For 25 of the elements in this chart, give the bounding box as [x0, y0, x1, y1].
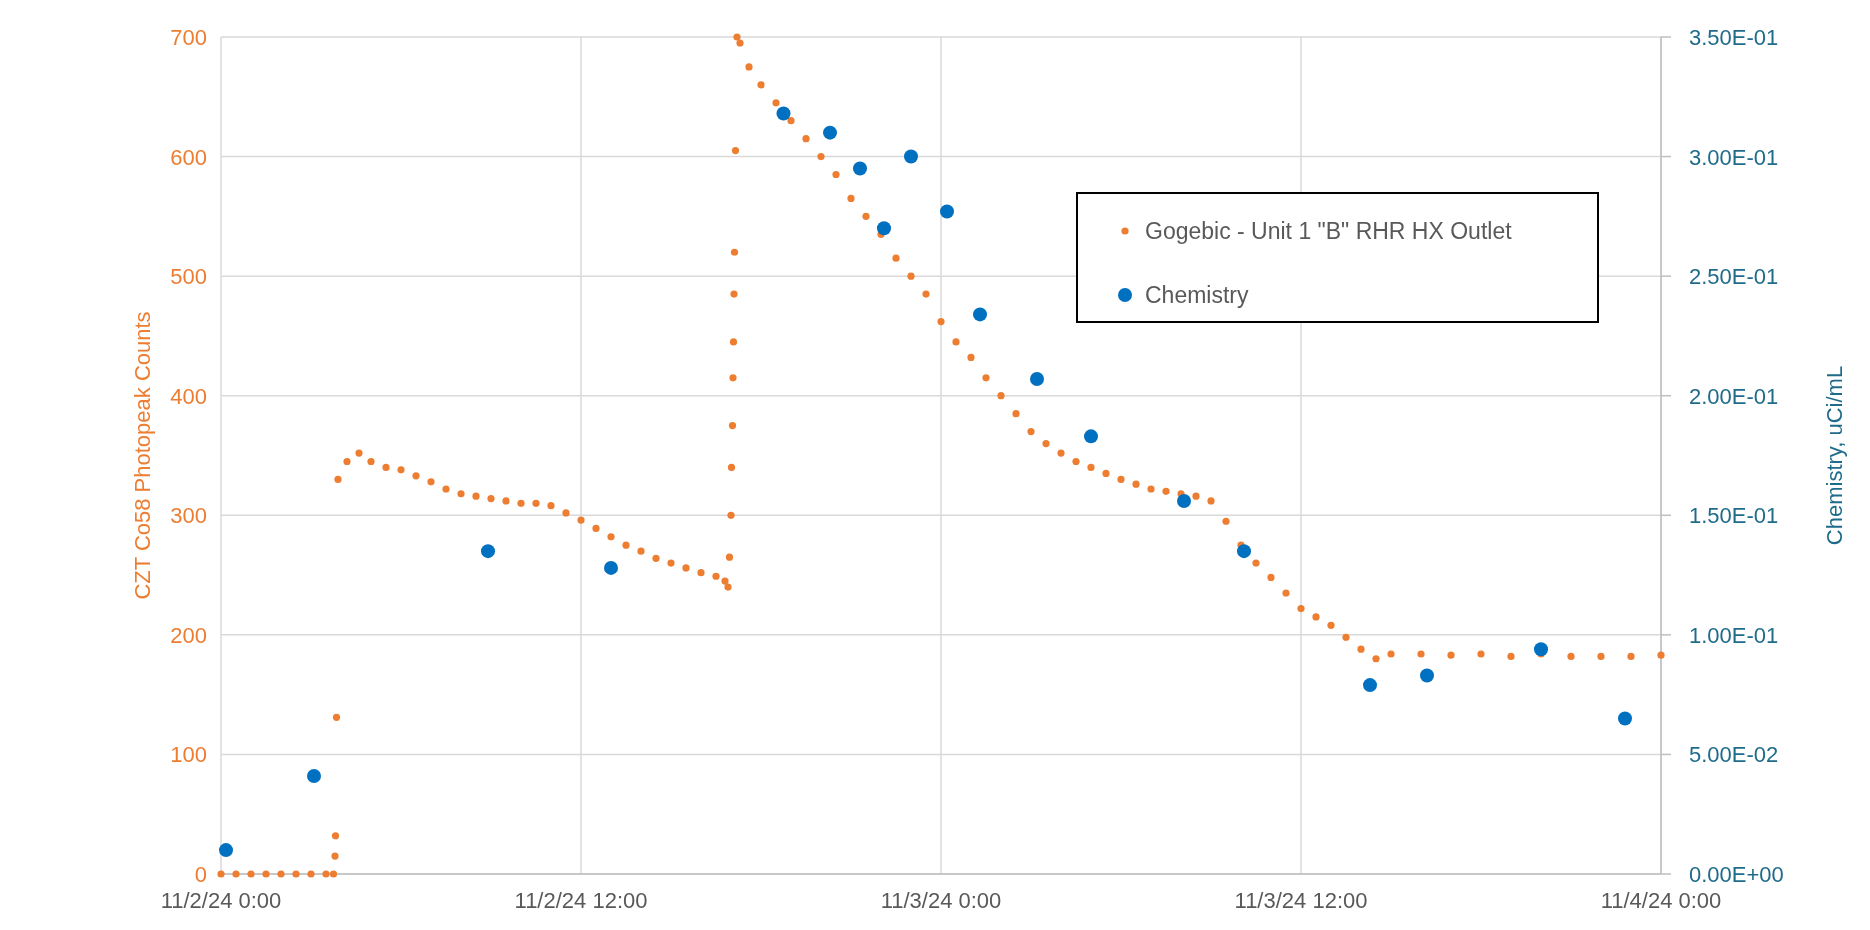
x-tick-label: 11/4/24 0:00 — [1600, 888, 1722, 913]
y2-axis-title: Chemistry, uCi/mL — [1822, 365, 1847, 546]
y-tick-label: 400 — [170, 383, 207, 409]
legend-label: Chemistry — [1145, 282, 1250, 308]
x-tick-label: 11/3/24 0:00 — [880, 888, 1002, 913]
y2-tick-label: 2.50E-01 — [1689, 264, 1779, 290]
y-tick-label: 200 — [170, 622, 207, 648]
y2-tick-label: 2.00E-01 — [1689, 383, 1779, 409]
y-tick-label: 100 — [170, 742, 207, 768]
x-tick-label: 11/2/24 0:00 — [160, 888, 282, 913]
y2-tick-label: 0.00E+00 — [1689, 862, 1784, 887]
x-tick-label: 11/3/24 12:00 — [1234, 888, 1368, 913]
x-tick-label: 11/2/24 12:00 — [514, 888, 648, 913]
y-tick-label: 700 — [170, 25, 207, 50]
y-tick-label: 600 — [170, 144, 207, 170]
y-axis-title: CZT Co58 Photopeak Counts — [130, 311, 155, 600]
y2-tick-label: 5.00E-02 — [1689, 742, 1779, 768]
y2-tick-label: 3.50E-01 — [1689, 25, 1779, 50]
y2-tick-label: 1.50E-01 — [1689, 503, 1779, 529]
y2-tick-label: 3.00E-01 — [1689, 144, 1779, 170]
y-tick-label: 0 — [194, 862, 207, 887]
legend-label: Gogebic - Unit 1 "B" RHR HX Outlet — [1145, 218, 1513, 244]
y2-tick-label: 1.00E-01 — [1689, 622, 1779, 648]
y-tick-label: 300 — [170, 503, 207, 529]
y-tick-label: 500 — [170, 264, 207, 290]
